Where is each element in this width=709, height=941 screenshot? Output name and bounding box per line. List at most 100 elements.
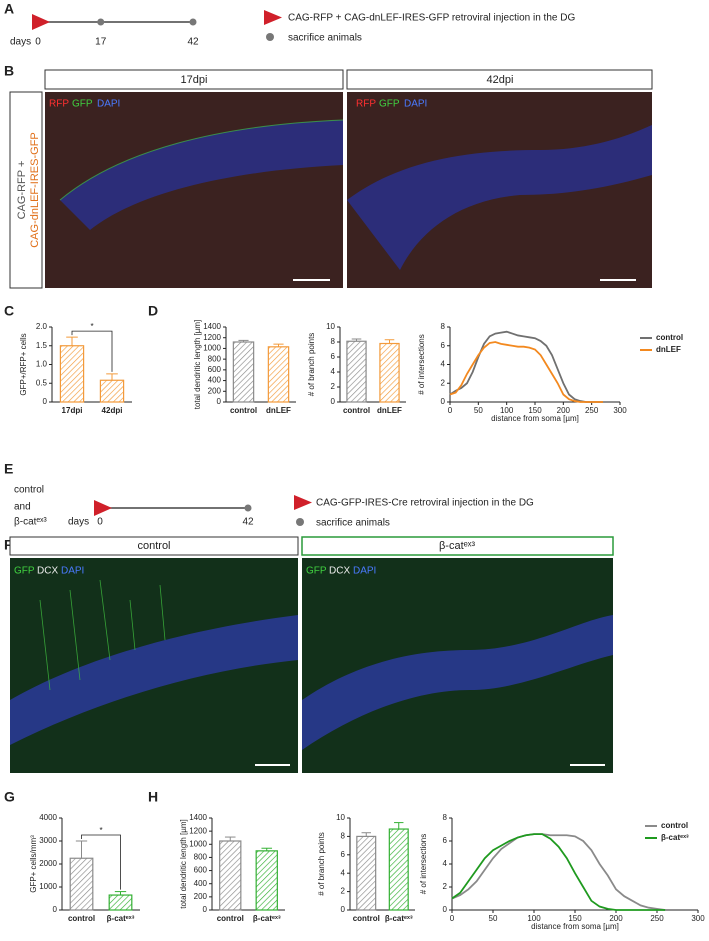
y-tick-label: 2000 xyxy=(39,859,57,868)
y-tick-label: 2 xyxy=(341,887,346,896)
bar xyxy=(379,342,400,403)
y-tick-label: 800 xyxy=(194,853,208,862)
y-tick-label: 200 xyxy=(194,892,208,901)
y-tick-label: 0.5 xyxy=(36,378,48,387)
timeline-e: 0 42 xyxy=(94,500,254,528)
x-tick-label: 200 xyxy=(609,914,623,923)
x-tick-label: 42dpi xyxy=(102,406,123,415)
x-tick-label: 100 xyxy=(500,406,514,415)
group: β-catᵉˣ³ xyxy=(14,517,47,528)
y-tick-label: 1.0 xyxy=(36,360,48,369)
error-bar xyxy=(351,338,362,342)
construct: CAG-RFP + xyxy=(16,161,28,220)
y-tick-label: 2 xyxy=(331,382,336,391)
header-box xyxy=(44,69,344,90)
y-tick-label: 6 xyxy=(341,850,346,859)
y-tick-label: 4 xyxy=(443,859,448,868)
timeline-tick-label: 17 xyxy=(95,37,107,48)
y-tick-label: 6 xyxy=(441,341,446,350)
channel: RFP xyxy=(49,99,69,110)
y-tick-label: 1000 xyxy=(39,882,57,891)
panel-label: B xyxy=(4,63,14,79)
x-tick-label: control xyxy=(343,406,370,415)
header: β-catᵉˣ³ xyxy=(439,540,475,552)
channel: GFP xyxy=(379,99,400,110)
y-tick-label: 2 xyxy=(441,378,446,387)
x-tick-label: 250 xyxy=(585,406,599,415)
x-tick-label: 150 xyxy=(528,406,542,415)
y-tick-label: 2 xyxy=(443,882,448,891)
panel-label: C xyxy=(4,303,14,319)
x-tick-label: dnLEF xyxy=(266,406,291,415)
bar xyxy=(108,894,133,911)
timeline-tick-label: 42 xyxy=(242,517,254,528)
x-tick-label: control xyxy=(230,406,257,415)
x-tick-label: β-catᵉˣ³ xyxy=(253,914,281,923)
y-tick-label: 1000 xyxy=(189,839,207,848)
error-bar xyxy=(114,891,127,896)
error-bar xyxy=(238,339,249,342)
y-axis-label: GFP+/RFP+ cells xyxy=(19,333,28,395)
channel: DAPI xyxy=(404,99,427,110)
chart: 0 2 4 6 8 # of intersections 0 50 100 150 200 250 30… xyxy=(419,813,705,931)
y-axis-label: GFP+ cells/mm³ xyxy=(29,835,38,893)
channel: DAPI xyxy=(97,99,120,110)
bar xyxy=(356,835,377,911)
header-box xyxy=(346,69,653,90)
channel: RFP xyxy=(356,99,376,110)
y-tick-label: 0 xyxy=(441,397,446,406)
sacrifice-marker xyxy=(244,504,252,512)
error-bar xyxy=(273,343,284,347)
y-axis-label: # of branch points xyxy=(307,333,316,397)
sacrifice-marker xyxy=(97,18,105,26)
channel: DCX xyxy=(37,566,58,577)
legend-circle xyxy=(296,518,304,526)
bar xyxy=(346,340,367,403)
error-bar xyxy=(384,339,395,344)
y-axis-label: total dendritic length [µm] xyxy=(179,819,188,909)
y-tick-label: 8 xyxy=(441,322,446,331)
legend-text: CAG-RFP + CAG-dnLEF-IRES-GFP retroviral … xyxy=(288,13,575,24)
channel: DAPI xyxy=(353,566,376,577)
header: control xyxy=(137,540,170,552)
x-tick-label: 100 xyxy=(527,914,541,923)
group: control xyxy=(14,485,44,496)
channel: GFP xyxy=(306,566,327,577)
header-box xyxy=(301,536,614,556)
x-tick-label: control xyxy=(217,914,244,923)
y-tick-label: 0 xyxy=(43,397,48,406)
y-axis-label: # of intersections xyxy=(419,834,428,894)
significance-bracket xyxy=(81,834,121,890)
legend-label: control xyxy=(661,821,688,830)
group: and xyxy=(14,502,31,513)
x-tick-label: 50 xyxy=(474,406,483,415)
micrograph xyxy=(10,558,298,773)
y-tick-label: 400 xyxy=(208,376,222,385)
x-tick-label: β-catᵉˣ³ xyxy=(107,914,135,923)
y-tick-label: 0 xyxy=(331,397,336,406)
y-tick-label: 2.0 xyxy=(36,322,48,331)
y-tick-label: 1.5 xyxy=(36,341,48,350)
chart: 0 2 4 6 8 # of intersections 0 50 100 150 200 250 30… xyxy=(417,322,683,423)
y-tick-label: 600 xyxy=(194,866,208,875)
x-tick-label: 250 xyxy=(650,914,664,923)
y-tick-label: 0 xyxy=(53,905,58,914)
y-tick-label: 4000 xyxy=(39,813,57,822)
y-tick-label: 4 xyxy=(341,868,346,877)
y-tick-label: 1200 xyxy=(189,826,207,835)
panel-label: A xyxy=(4,1,14,17)
x-tick-label: 300 xyxy=(613,406,627,415)
bar xyxy=(219,840,242,911)
significance-bracket xyxy=(71,330,113,372)
bar xyxy=(99,379,125,403)
error-bar xyxy=(224,836,236,841)
y-tick-label: 4 xyxy=(441,360,446,369)
legend-label: dnLEF xyxy=(656,345,681,354)
header: 42dpi xyxy=(487,74,514,86)
y-tick-label: 400 xyxy=(194,879,208,888)
x-tick-label: 300 xyxy=(691,914,705,923)
y-tick-label: 1400 xyxy=(189,813,207,822)
x-tick-label: β-catᵉˣ³ xyxy=(385,914,413,923)
legend-label: control xyxy=(656,333,683,342)
